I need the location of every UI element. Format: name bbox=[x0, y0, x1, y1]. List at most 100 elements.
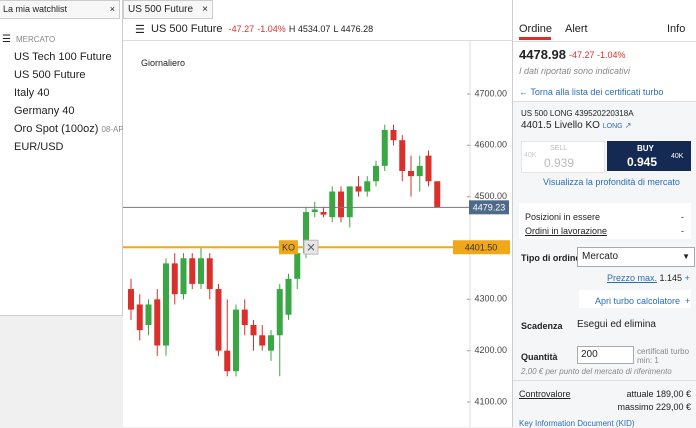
candle-body bbox=[346, 186, 353, 218]
candle-body bbox=[250, 325, 257, 336]
value: 1.145 bbox=[659, 273, 683, 283]
sell-button[interactable]: SELL 0.939 40K bbox=[521, 141, 605, 173]
watchlist-item[interactable]: US 500 Future bbox=[14, 69, 86, 81]
buy-label: BUY bbox=[637, 144, 654, 153]
tab-label: US 500 Future bbox=[128, 4, 194, 15]
tab-label: La mia watchlist bbox=[3, 4, 68, 14]
candle-body bbox=[268, 335, 274, 351]
last-price-label: 4479.23 bbox=[473, 203, 506, 213]
quantity-label: Quantità bbox=[521, 352, 558, 362]
chart-tab[interactable]: US 500 Future × bbox=[123, 0, 213, 19]
candle-body bbox=[180, 258, 187, 295]
ko-tag-box bbox=[279, 240, 298, 255]
candle-body bbox=[294, 253, 301, 279]
tab[interactable]: Info bbox=[667, 23, 686, 35]
hint: certificati turbo bbox=[637, 347, 690, 356]
candle-body bbox=[215, 289, 222, 351]
chart-panel: US 500 Future × ☰ US 500 Future -47.27 -… bbox=[123, 0, 512, 427]
price-change: -47.27 -1.04% bbox=[569, 50, 626, 60]
ko-close-icon bbox=[307, 243, 315, 251]
candle-body bbox=[434, 181, 441, 208]
menu-icon[interactable]: ☰ bbox=[135, 24, 145, 36]
disclaimer: I dati riportati sono indicativi bbox=[519, 66, 631, 76]
y-tick-label: 4300.00 bbox=[474, 294, 507, 304]
per-point: 2,00 € per punto del mercato di riferime… bbox=[521, 367, 672, 376]
buy-size: 40K bbox=[671, 153, 684, 160]
order-type-select[interactable]: Mercato ▼ bbox=[577, 247, 695, 267]
quantity-input[interactable]: 200 bbox=[577, 346, 634, 364]
candle-body bbox=[128, 289, 134, 310]
y-tick-label: 4100.00 bbox=[474, 396, 507, 406]
value-max: massimo 229,00 € bbox=[617, 402, 691, 412]
tab[interactable]: Alert bbox=[565, 23, 588, 35]
label: Prezzo max. bbox=[607, 273, 658, 283]
sell-price: 0.939 bbox=[544, 156, 575, 170]
last-price-box bbox=[469, 200, 509, 215]
watchlist-item[interactable]: US Tech 100 Future bbox=[14, 51, 112, 63]
candle-body bbox=[303, 212, 309, 254]
candle-body bbox=[320, 212, 327, 215]
watchlist-item[interactable]: Germany 40 bbox=[14, 105, 75, 117]
buy-button[interactable]: BUY 0.945 40K bbox=[607, 141, 691, 171]
ko-level-label: 4401.50 bbox=[465, 243, 498, 253]
quote-high: H 4534.07 bbox=[288, 24, 331, 34]
ko-level-box bbox=[453, 240, 510, 255]
candle-body bbox=[338, 191, 344, 218]
menu-icon[interactable]: ☰ bbox=[2, 34, 11, 45]
y-tick-label: 4500.00 bbox=[474, 191, 507, 201]
watchlist-item[interactable]: Italy 40 bbox=[14, 87, 50, 99]
watchlist-item[interactable]: EUR/USD bbox=[14, 141, 64, 153]
back-link[interactable]: ← Torna alla lista dei certificati turbo bbox=[519, 87, 664, 97]
y-tick-label: 4600.00 bbox=[474, 140, 507, 150]
quote-name: US 500 Future bbox=[151, 23, 223, 35]
candle-body bbox=[241, 309, 248, 325]
candle-body bbox=[171, 263, 178, 295]
kid-link[interactable]: Key Information Document (KID) bbox=[519, 419, 635, 428]
sell-size: 40K bbox=[524, 152, 537, 159]
depth-link[interactable]: Visualizza la profondità di mercato bbox=[543, 177, 680, 187]
order-type-label: Tipo di ordine bbox=[521, 253, 581, 263]
expiry: Esegui ed elimina bbox=[577, 319, 656, 330]
candlestick-chart: 4700.00 4600.00 4500.00 4300.00 4200.00 4100.… bbox=[123, 41, 510, 427]
candle-body bbox=[373, 165, 379, 182]
candle-body bbox=[364, 181, 371, 192]
candle-body bbox=[408, 171, 414, 177]
candle-body bbox=[381, 129, 388, 166]
period-label: Giornaliero bbox=[141, 58, 186, 68]
candle-body bbox=[390, 129, 397, 141]
candle-body bbox=[276, 289, 283, 336]
candle-body bbox=[233, 309, 239, 372]
candle-body bbox=[189, 258, 196, 284]
y-tick-label: 4700.00 bbox=[474, 88, 507, 98]
quote-change-pct: -1.04% bbox=[257, 24, 286, 34]
candle-body bbox=[329, 191, 336, 218]
product-title: 4401.5 Livello KO LONG ↗ bbox=[521, 120, 632, 131]
product-code: US 500 LONG 439520220318A bbox=[521, 109, 634, 118]
value-current: attuale 189,00 € bbox=[626, 389, 691, 399]
price: 4478.98 bbox=[519, 47, 566, 62]
change: -47.27 bbox=[569, 50, 595, 60]
calculator-link[interactable]: Apri turbo calcolatore + bbox=[595, 296, 691, 306]
candle-body bbox=[259, 335, 266, 346]
expiry-label: Scadenza bbox=[521, 321, 563, 331]
change-pct: -1.04% bbox=[597, 50, 626, 60]
positions-link[interactable]: Posizioni in essere bbox=[525, 212, 601, 222]
quantity-hint: certificati turbo min: 1 bbox=[637, 347, 689, 365]
candle-body bbox=[311, 209, 318, 213]
watchlist-item[interactable]: Oro Spot (100oz) 08-APR bbox=[14, 123, 129, 135]
y-tick-label: 4200.00 bbox=[474, 345, 507, 355]
candle-body bbox=[416, 165, 423, 177]
orders-value: - bbox=[681, 226, 684, 236]
ko-tag: KO bbox=[282, 243, 295, 253]
watchlist-tab[interactable]: La mia watchlist × bbox=[0, 0, 120, 19]
column-header: MERCATO bbox=[16, 35, 56, 44]
item-name: Oro Spot (100oz) bbox=[14, 123, 99, 135]
candle-body bbox=[425, 155, 432, 182]
orders-link[interactable]: Ordini in lavorazione bbox=[525, 226, 608, 236]
candle-body bbox=[285, 278, 292, 315]
order-panel: Ordine Alert Info 4478.98 -47.27 -1.04% … bbox=[512, 0, 696, 428]
quote-change: -47.27 bbox=[228, 24, 255, 34]
candle-body bbox=[163, 263, 169, 346]
tab[interactable]: Ordine bbox=[519, 23, 553, 35]
